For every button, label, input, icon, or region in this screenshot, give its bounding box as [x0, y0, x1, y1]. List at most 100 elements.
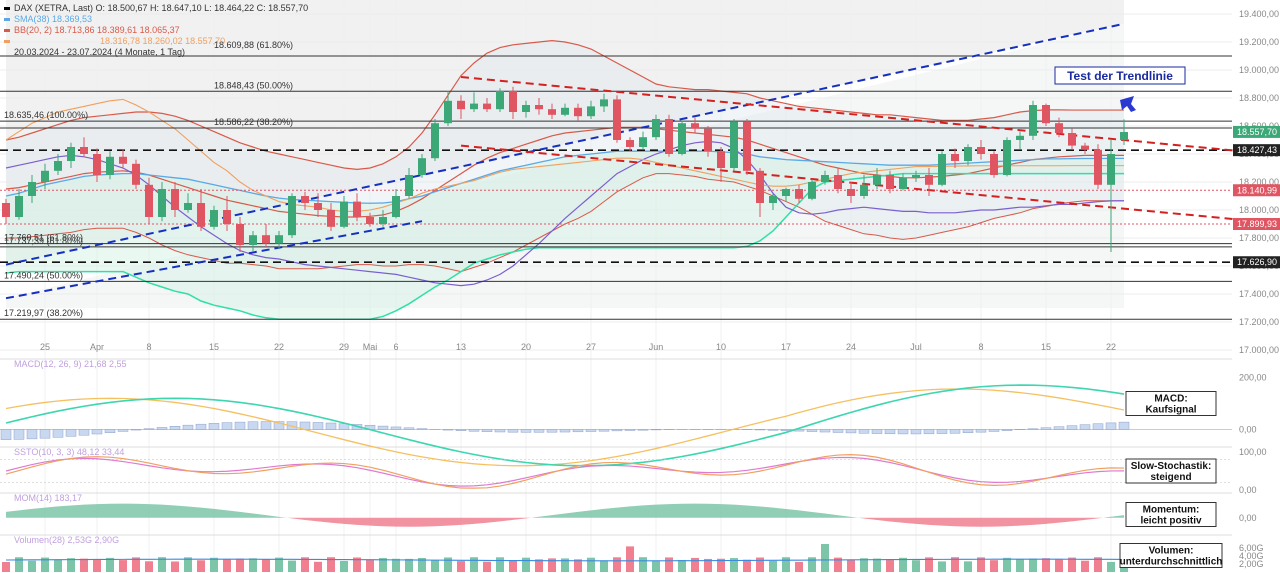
volume-bar — [28, 560, 36, 572]
candle-body — [938, 154, 946, 185]
mom-area — [162, 504, 175, 518]
y-tick-label: 19.200,00 — [1239, 37, 1279, 47]
x-tick-label: 15 — [209, 342, 219, 352]
x-tick-label: 8 — [978, 342, 983, 352]
macd-hist-bar — [234, 421, 246, 430]
annotation-box — [1054, 66, 1186, 85]
mom-area — [240, 511, 253, 518]
panel-box-macd — [1125, 391, 1217, 416]
price-tag-bg — [1233, 218, 1280, 231]
volume-bar — [1055, 559, 1063, 572]
macd-hist-bar — [533, 429, 545, 433]
volume-bar — [704, 558, 712, 572]
macd-hist-bar — [1001, 429, 1013, 431]
panel-box-line2: unterdurchschnittlich — [1120, 557, 1223, 568]
candle-body — [626, 140, 634, 147]
volume-bar — [717, 558, 725, 572]
macd-hist-bar — [78, 429, 90, 436]
price-tag-bg — [1233, 256, 1280, 269]
macd-hist-bar — [832, 429, 844, 433]
fib-label: 18.586,22 (38.20%) — [214, 117, 293, 127]
mom-area — [279, 516, 292, 519]
panel-box-line1: Slow-Stochastik: — [1131, 461, 1212, 472]
volume-bar — [951, 557, 959, 572]
mom-area — [513, 517, 526, 520]
macd-hist-bar — [52, 429, 64, 438]
volume-bar — [67, 558, 75, 572]
volume-bar — [184, 557, 192, 572]
volume-bar — [210, 557, 218, 572]
macd-hist-bar — [585, 429, 597, 432]
volume-bar — [275, 557, 283, 572]
panel-box-line1: Volumen: — [1149, 546, 1194, 557]
macd-hist-bar — [403, 427, 415, 430]
volume-bar — [288, 560, 296, 572]
mom-area — [1111, 515, 1124, 518]
candle-body — [1003, 140, 1011, 175]
mom-area — [864, 517, 877, 520]
mom-area — [461, 517, 474, 525]
volume-bar — [93, 559, 101, 572]
volume-bar — [405, 558, 413, 572]
candle-body — [54, 161, 62, 171]
candle-body — [834, 175, 842, 189]
candle-body — [262, 235, 270, 244]
candle-body — [574, 107, 582, 117]
volume-bar — [431, 559, 439, 572]
macd-hist-bar — [754, 429, 766, 431]
candle-body — [912, 175, 920, 178]
price-tag: 18.140,99 — [1237, 185, 1277, 195]
candle-body — [15, 196, 23, 217]
candle-body — [782, 189, 790, 196]
mom-area — [123, 503, 136, 518]
macd-hist-bar — [494, 429, 506, 433]
macd-hist-bar — [117, 429, 129, 432]
ssto-d — [5, 454, 1125, 489]
mom-area — [877, 517, 890, 522]
mom-area — [487, 517, 500, 523]
macd-hist-bar — [208, 423, 220, 430]
x-tick-label: 10 — [716, 342, 726, 352]
volume-bar — [2, 562, 10, 572]
mom-area — [851, 516, 864, 519]
macd-hist-bar — [910, 429, 922, 435]
mom-area — [708, 503, 721, 518]
mom-area — [539, 515, 552, 518]
candle-body — [145, 184, 153, 217]
volume-bar — [899, 557, 907, 572]
candle-body — [860, 184, 868, 196]
mom-area — [773, 507, 786, 518]
volume-bar — [730, 558, 738, 572]
mom-area — [6, 510, 19, 518]
volume-bar — [223, 559, 231, 572]
volume-bar — [171, 561, 179, 572]
volume-bar — [938, 561, 946, 572]
mom-area — [760, 506, 773, 518]
mom-area — [383, 517, 396, 527]
x-tick-label: 29 — [339, 342, 349, 352]
volume-bar — [301, 557, 309, 572]
volume-bar — [691, 557, 699, 572]
mom-area — [357, 517, 370, 526]
legend-swatch — [4, 18, 10, 21]
macd-hist-bar — [468, 429, 480, 432]
trendline-blue-1 — [5, 220, 423, 300]
mom-area — [721, 504, 734, 518]
mom-area — [916, 517, 929, 525]
candle-body — [509, 91, 517, 112]
volume-bar — [743, 559, 751, 572]
x-tick-label: 22 — [1106, 342, 1116, 352]
volume-bar — [379, 558, 387, 572]
candle-body — [756, 170, 764, 203]
mom-area — [1098, 516, 1111, 519]
macd-hist-bar — [975, 429, 987, 433]
macd-hist-bar — [1105, 422, 1117, 430]
candle-body — [548, 109, 556, 115]
mom-area — [565, 511, 578, 518]
volume-bar — [912, 560, 920, 572]
y-tick-label: 19.400,00 — [1239, 9, 1279, 19]
candle-body — [1016, 135, 1024, 140]
arrow-icon — [1120, 96, 1136, 112]
macd-hist-bar — [962, 429, 974, 434]
mom-area — [97, 503, 110, 518]
